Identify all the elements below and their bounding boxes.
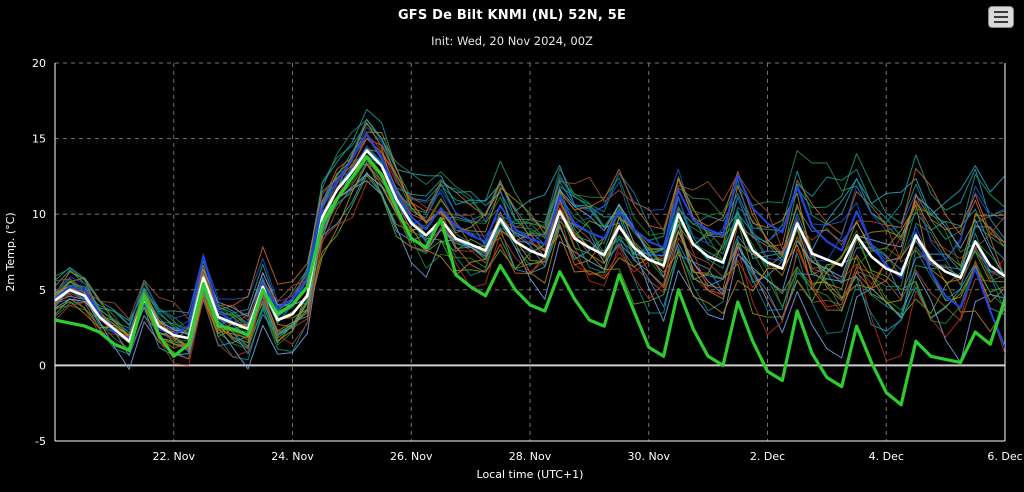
x-tick-label: 4. Dec [869, 450, 904, 463]
ensemble-member-line [55, 160, 1005, 361]
x-axis-label: Local time (UTC+1) [477, 468, 584, 481]
y-tick-label: 5 [39, 284, 46, 297]
ensemble-member-line [55, 138, 1005, 349]
x-tick-label: 30. Nov [628, 450, 671, 463]
ensemble-member-line [55, 163, 1005, 348]
y-tick-label: 10 [32, 208, 46, 221]
x-tick-label: 6. Dec [987, 450, 1022, 463]
y-tick-label: 0 [39, 359, 46, 372]
export-menu-button[interactable] [988, 6, 1014, 28]
hamburger-menu-icon [994, 11, 1008, 23]
chart-title: GFS De Bilt KNMI (NL) 52N, 5E [397, 8, 627, 23]
ensemble-mean-line [55, 149, 1005, 343]
chart-subtitle: Init: Wed, 20 Nov 2024, 00Z [431, 34, 593, 48]
operational-line [55, 155, 1005, 407]
ensemble-member-line [55, 149, 1005, 351]
y-tick-label: 20 [32, 57, 46, 70]
y-tick-label: 15 [32, 133, 46, 146]
ensemble-member-line [55, 177, 1005, 366]
x-tick-label: 2. Dec [750, 450, 785, 463]
x-tick-label: 28. Nov [509, 450, 552, 463]
x-tick-label: 24. Nov [271, 450, 314, 463]
x-tick-label: 22. Nov [153, 450, 196, 463]
y-tick-label: -5 [35, 435, 46, 448]
y-axis-label: 2m Temp. (°C) [4, 212, 17, 291]
member-blue-line [55, 133, 1005, 348]
x-tick-label: 26. Nov [390, 450, 433, 463]
